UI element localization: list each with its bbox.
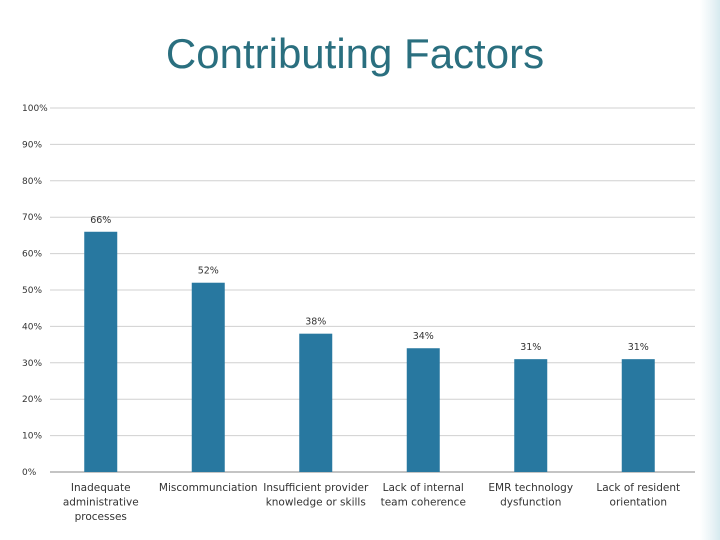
y-tick-label: 80%	[22, 177, 42, 187]
data-label: 66%	[90, 215, 111, 226]
category-label: Lack of internal	[383, 482, 464, 494]
category-label: knowledge or skills	[266, 497, 366, 509]
y-tick-label: 20%	[22, 395, 42, 405]
y-tick-label: 100%	[22, 104, 48, 114]
data-label: 38%	[305, 317, 326, 328]
bar	[621, 359, 655, 472]
data-label: 34%	[413, 331, 434, 342]
y-tick-label: 60%	[22, 250, 42, 260]
data-label: 52%	[198, 266, 219, 277]
decorative-side-strip	[700, 0, 720, 540]
bar	[514, 359, 548, 472]
y-tick-label: 0%	[22, 468, 37, 478]
bar	[406, 348, 440, 472]
category-label: orientation	[610, 497, 667, 509]
y-tick-label: 70%	[22, 213, 42, 223]
category-label: Lack of resident	[596, 482, 680, 494]
category-label: Insufficient provider	[263, 482, 369, 494]
category-label: dysfunction	[500, 497, 561, 509]
y-tick-label: 50%	[22, 286, 42, 296]
bar	[299, 333, 333, 472]
category-label: team coherence	[381, 497, 466, 509]
category-label: EMR technology	[488, 482, 573, 494]
bar	[191, 282, 225, 472]
y-tick-label: 40%	[22, 322, 42, 332]
y-tick-label: 90%	[22, 140, 42, 150]
category-label: administrative	[63, 497, 139, 509]
category-label: Inadequate	[71, 482, 131, 494]
y-tick-label: 10%	[22, 432, 42, 442]
category-label: processes	[75, 511, 127, 523]
data-label: 31%	[628, 342, 649, 353]
slide-title: Contributing Factors	[165, 30, 545, 77]
category-label: Miscommunciation	[159, 482, 258, 494]
bar	[84, 231, 118, 472]
y-tick-label: 30%	[22, 359, 42, 369]
data-label: 31%	[520, 342, 541, 353]
